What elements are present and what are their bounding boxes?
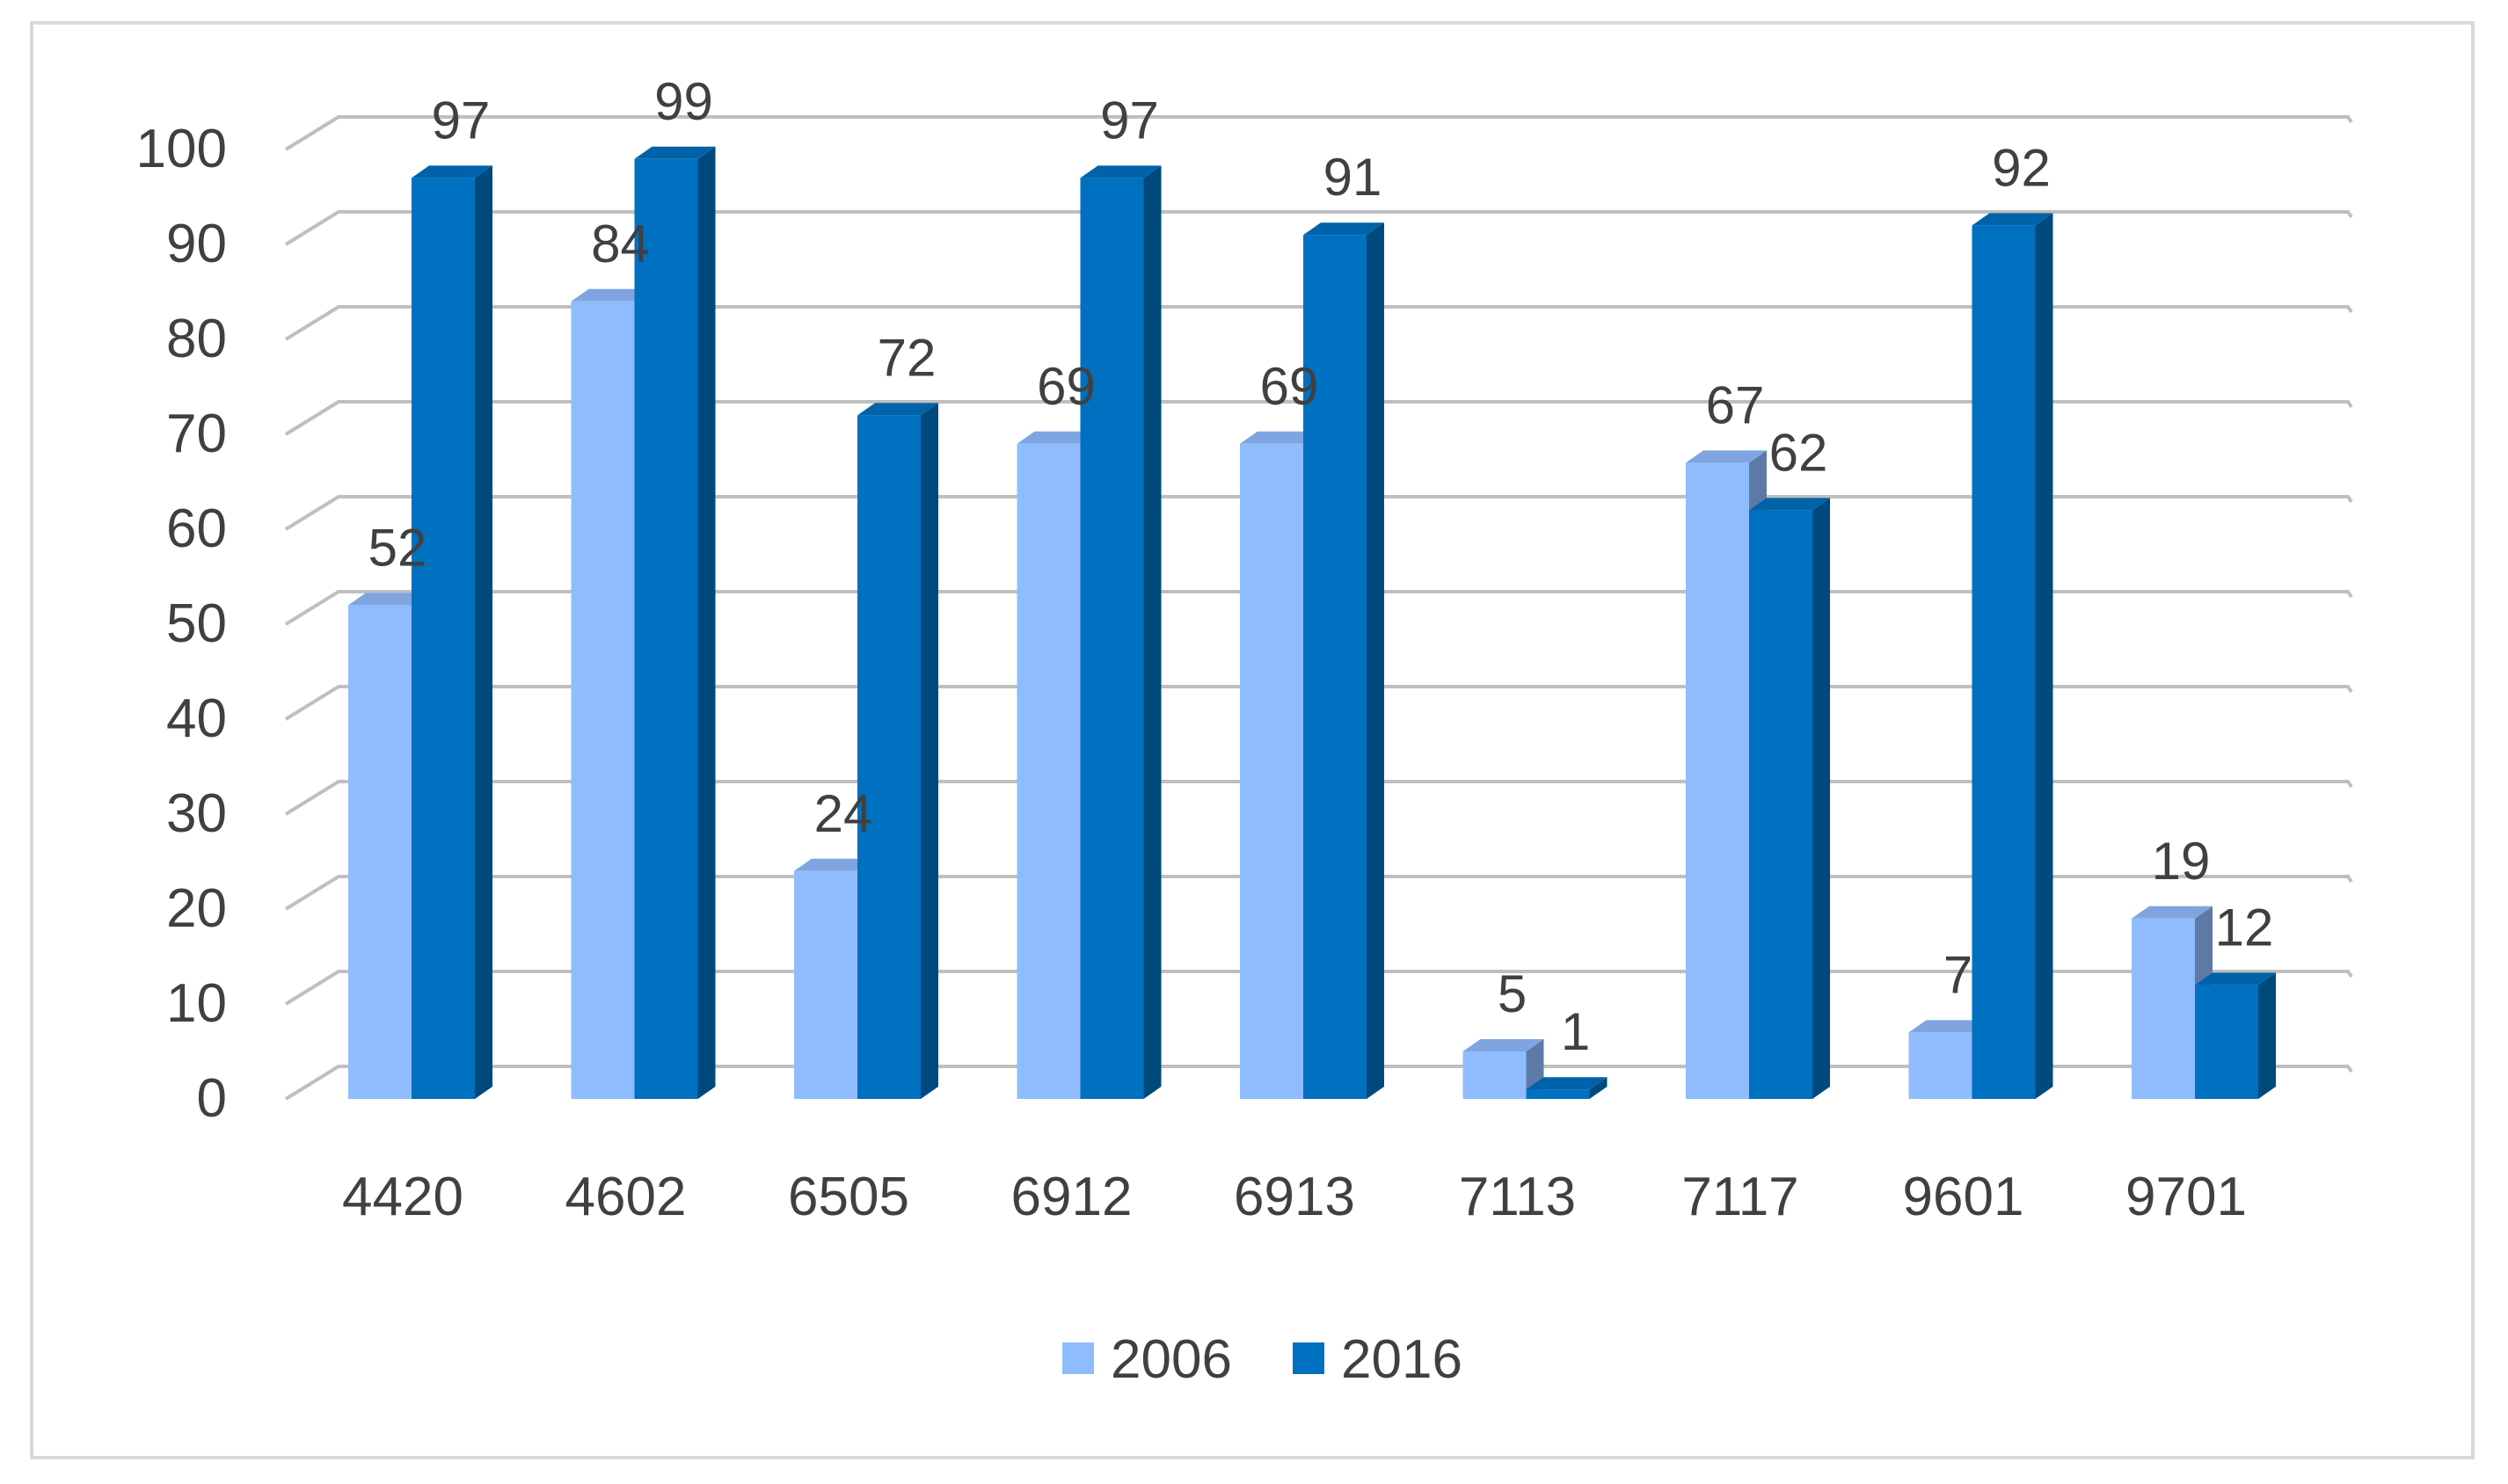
data-label-2016-7117: 62	[1769, 423, 1828, 482]
y-tick-label-30: 30	[166, 783, 227, 844]
legend-label-2006: 2006	[1111, 1329, 1232, 1390]
bar-2006-7113	[1462, 1039, 1544, 1099]
category-label-7113: 7113	[1459, 1167, 1576, 1227]
y-tick-label-80: 80	[166, 309, 227, 369]
legend-swatch-2006	[1062, 1342, 1094, 1374]
data-label-2006-4602: 84	[591, 215, 650, 273]
data-label-2016-9701: 12	[2215, 898, 2274, 957]
bar-2016-7113	[1526, 1077, 1608, 1099]
legend-item-2006: 2006	[1062, 1329, 1232, 1390]
category-label-6913: 6913	[1234, 1167, 1355, 1227]
category-label-9601: 9601	[1903, 1167, 2024, 1227]
data-label-2016-4420: 97	[432, 91, 491, 149]
legend-item-2016: 2016	[1293, 1329, 1462, 1390]
data-label-2016-4602: 99	[654, 72, 713, 131]
y-axis-ticks: 0 10 20 30 40 50 60 70 80 90 100	[136, 119, 227, 1129]
bar-2016-9601	[1972, 213, 2053, 1099]
data-label-2006-6913: 69	[1260, 357, 1319, 416]
y-tick-label-90: 90	[166, 214, 227, 274]
category-label-4602: 4602	[565, 1167, 687, 1227]
data-label-2006-6912: 69	[1037, 357, 1096, 416]
y-tick-label-100: 100	[136, 119, 227, 179]
x-axis-categories: 4420 4602 6505 6912 6913 7113 7117 9601 9701	[342, 1167, 2247, 1227]
legend-label-2016: 2016	[1341, 1329, 1462, 1390]
gridline-90	[284, 210, 2353, 246]
data-label-2016-9601: 92	[1992, 138, 2051, 197]
data-label-2006-7117: 67	[1706, 375, 1765, 434]
category-label-4420: 4420	[342, 1167, 463, 1227]
data-label-2006-9701: 19	[2152, 832, 2211, 891]
y-tick-label-40: 40	[166, 688, 227, 749]
bar-2016-4420	[412, 165, 492, 1099]
bar-2016-9701	[2195, 972, 2276, 1099]
bar-2016-6912	[1080, 165, 1162, 1099]
data-label-2006-7113: 5	[1498, 964, 1527, 1023]
bars	[348, 146, 2276, 1099]
legend-swatch-2016	[1293, 1342, 1324, 1374]
data-label-2006-4420: 52	[368, 518, 427, 577]
bar-2016-6505	[857, 403, 938, 1099]
y-tick-label-0: 0	[197, 1068, 227, 1129]
data-label-2016-6913: 91	[1323, 148, 1382, 207]
bar-2016-7117	[1749, 498, 1830, 1099]
category-label-9701: 9701	[2125, 1167, 2247, 1227]
gridline-100	[284, 115, 2353, 151]
category-label-6912: 6912	[1011, 1167, 1133, 1227]
legend: 2006 2016	[1062, 1329, 1462, 1390]
bar-2016-4602	[634, 146, 716, 1099]
data-label-2006-6505: 24	[814, 784, 873, 843]
y-tick-label-10: 10	[166, 973, 227, 1034]
bar-2016-6913	[1303, 222, 1384, 1099]
data-label-2006-9601: 7	[1943, 945, 1972, 1004]
y-tick-label-50: 50	[166, 593, 227, 654]
data-label-2016-6505: 72	[878, 328, 937, 387]
y-tick-label-70: 70	[166, 404, 227, 464]
category-label-6505: 6505	[788, 1167, 909, 1227]
y-tick-label-60: 60	[166, 498, 227, 559]
category-label-7117: 7117	[1681, 1167, 1798, 1227]
data-label-2016-7113: 1	[1561, 1002, 1590, 1061]
data-label-2016-6912: 97	[1100, 91, 1159, 149]
y-tick-label-20: 20	[166, 878, 227, 939]
